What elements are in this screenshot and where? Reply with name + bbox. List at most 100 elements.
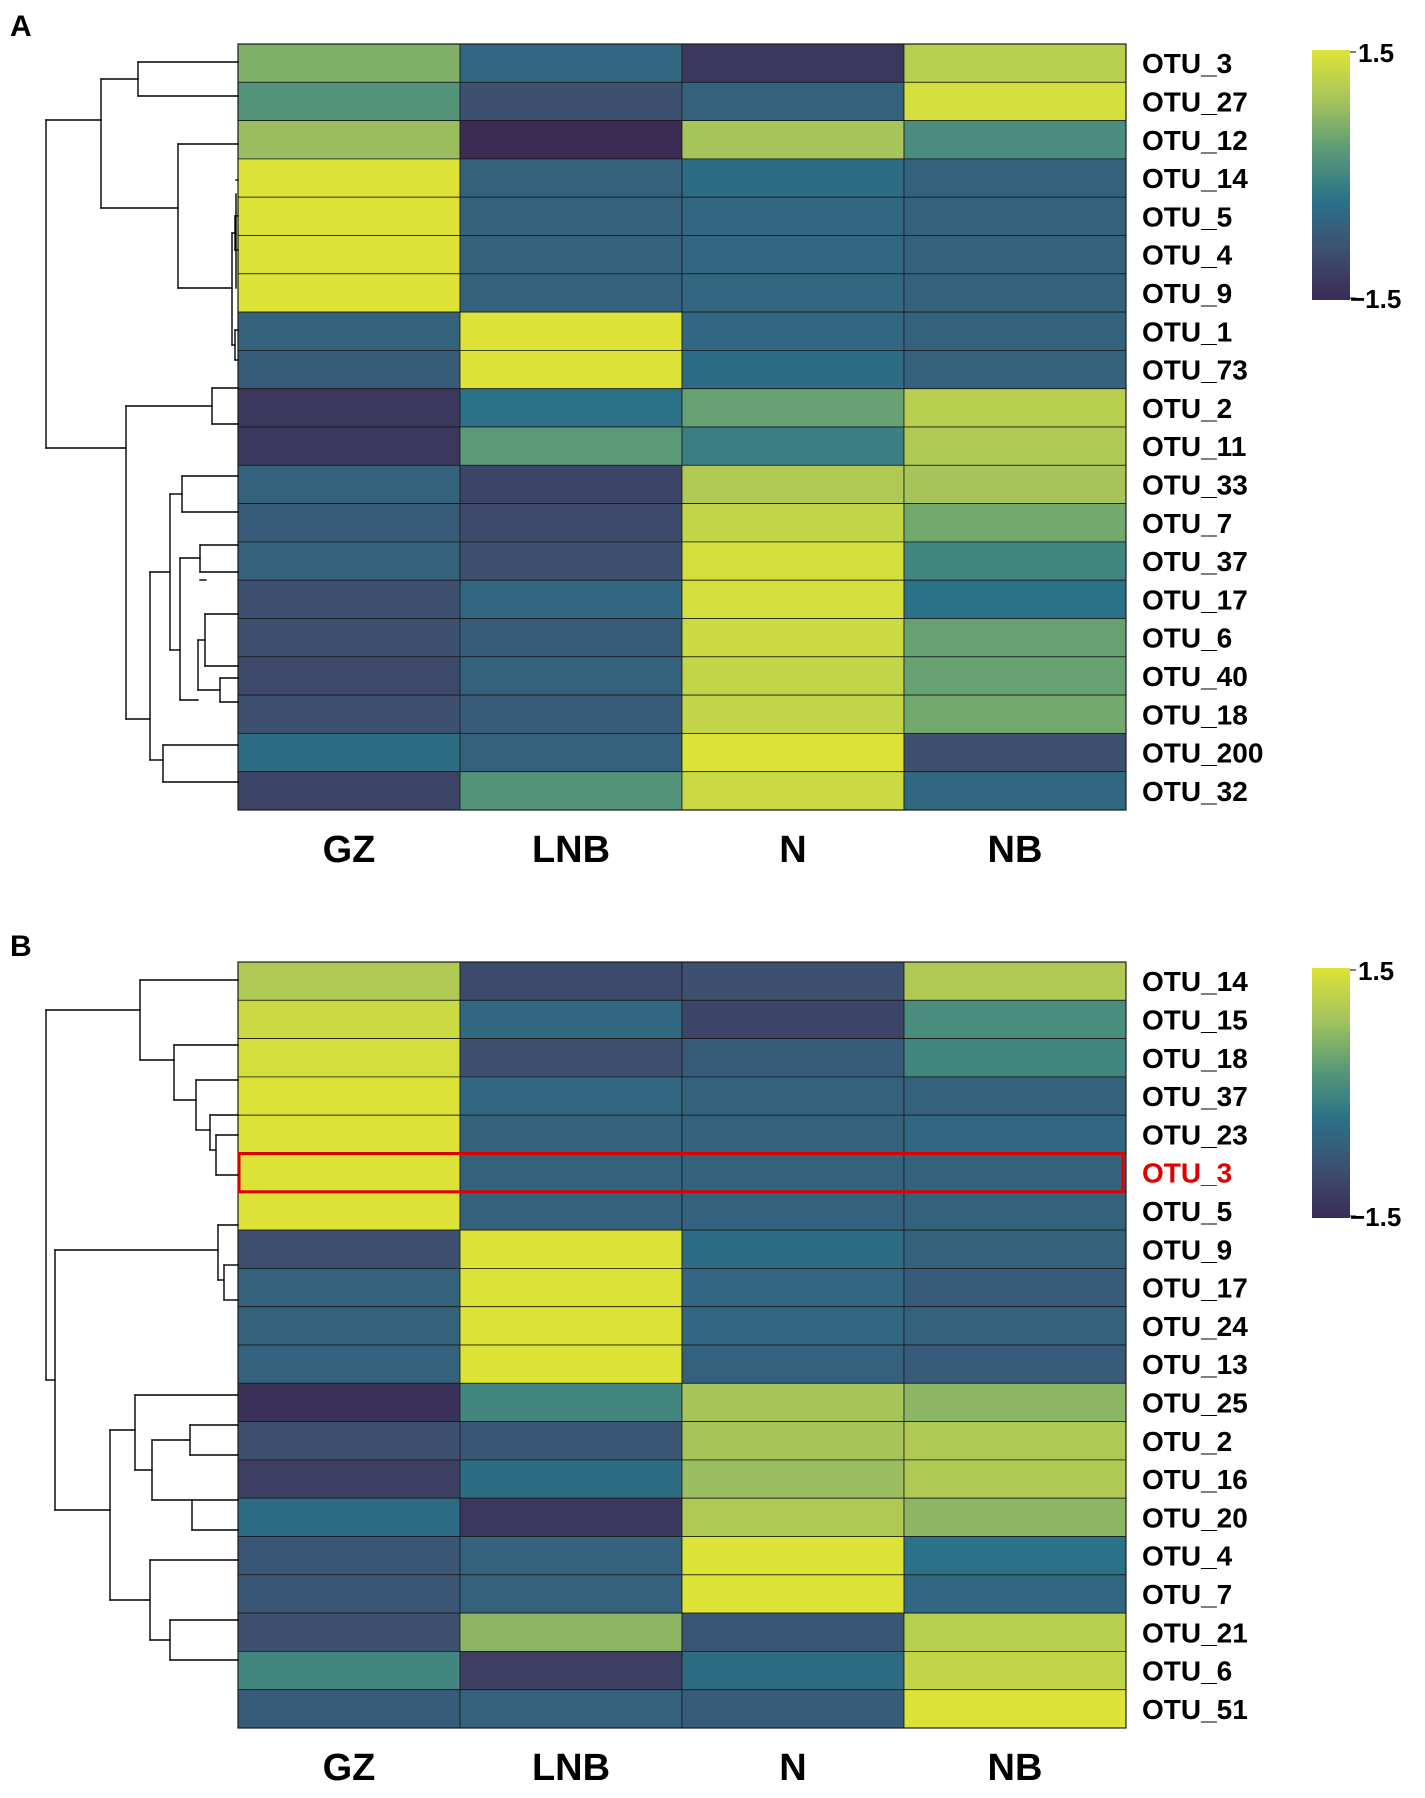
heatmap-cell <box>459 961 683 1001</box>
row-label: OTU_15 <box>1142 1004 1248 1035</box>
row-label: OTU_7 <box>1142 508 1232 539</box>
panel-letter: B <box>10 930 32 963</box>
heatmap-cell <box>681 1191 905 1231</box>
row-label: OTU_14 <box>1142 163 1248 194</box>
heatmap-cell <box>459 388 683 428</box>
column-label: GZ <box>323 1747 376 1789</box>
row-label: OTU_7 <box>1142 1579 1232 1610</box>
row-label: OTU_24 <box>1142 1311 1248 1342</box>
column-label: N <box>779 1747 806 1789</box>
heatmap-cell <box>681 579 905 619</box>
heatmap-cell <box>681 196 905 236</box>
heatmap-cell <box>903 349 1127 390</box>
heatmap-cell <box>903 656 1127 696</box>
heatmap-cell <box>903 1268 1127 1308</box>
heatmap-border <box>237 43 1127 811</box>
heatmap-cell <box>459 1574 683 1614</box>
heatmap-cell <box>681 426 905 466</box>
heatmap-cell <box>459 196 683 236</box>
column-label: NB <box>988 1747 1043 1789</box>
heatmap-cell <box>459 426 683 466</box>
panel-b: B OTU_14 OTU_15 OTU_18 OTU_37 OTU_23 OTU_3 OTU_… <box>10 930 1401 1789</box>
heatmap-cell <box>459 1191 683 1231</box>
heatmap-cell <box>237 1114 461 1154</box>
row-label: OTU_3 <box>1142 1158 1232 1189</box>
heatmap-cell <box>681 1229 905 1269</box>
heatmap-cell <box>459 273 683 313</box>
heatmap-cell <box>903 733 1127 773</box>
row-label: OTU_4 <box>1142 1541 1233 1572</box>
heatmap-cell <box>903 1153 1127 1193</box>
heatmap-cell <box>237 541 461 581</box>
colorbar-min-label: −1.5 <box>1350 1202 1401 1232</box>
heatmap-cell <box>237 1229 461 1269</box>
heatmap-cell <box>681 1497 905 1537</box>
heatmap-cell <box>237 733 461 773</box>
heatmap-cell <box>903 43 1127 83</box>
heatmap-cell <box>459 158 683 198</box>
heatmap-cell <box>459 694 683 734</box>
row-label: OTU_16 <box>1142 1464 1248 1495</box>
heatmap-cell <box>681 1114 905 1154</box>
heatmap-cell <box>459 541 683 581</box>
heatmap-cell <box>459 1421 683 1461</box>
colorbar-min-label: −1.5 <box>1350 284 1401 314</box>
row-label: OTU_9 <box>1142 1234 1232 1265</box>
heatmap-cell <box>903 1497 1127 1537</box>
heatmap-cell <box>903 1382 1127 1423</box>
heatmap-cell <box>459 1114 683 1154</box>
heatmap-cell <box>459 733 683 773</box>
heatmap-cell <box>903 694 1127 734</box>
row-label: OTU_6 <box>1142 1656 1232 1687</box>
heatmap-cell <box>681 1651 905 1691</box>
heatmap-cell <box>681 961 905 1001</box>
row-label: OTU_73 <box>1142 355 1248 386</box>
heatmap-cell <box>237 1344 461 1384</box>
heatmap-cell <box>903 1038 1127 1078</box>
heatmap-cell <box>903 1651 1127 1691</box>
heatmap-cell <box>903 1229 1127 1269</box>
heatmap-cell <box>681 1076 905 1116</box>
heatmap-cell <box>237 771 461 811</box>
heatmap-cell <box>237 196 461 236</box>
heatmap-cell <box>903 1114 1127 1154</box>
heatmap-cell <box>903 235 1127 275</box>
heatmap-cell <box>237 388 461 428</box>
heatmap-cell <box>681 1689 905 1729</box>
heatmap-cell <box>459 656 683 696</box>
heatmap-cell <box>681 158 905 198</box>
column-label: N <box>779 829 806 871</box>
column-label: NB <box>988 829 1043 871</box>
heatmap-cell <box>903 158 1127 198</box>
heatmap-cell <box>459 1536 683 1576</box>
heatmap-cell <box>681 1344 905 1384</box>
heatmap-cell <box>459 1344 683 1384</box>
colorbar-max-label: 1.5 <box>1358 956 1394 986</box>
heatmap-cell <box>459 1612 683 1652</box>
heatmap-cell <box>903 503 1127 543</box>
heatmap-cell <box>459 1038 683 1078</box>
heatmap-cell <box>237 235 461 275</box>
heatmap-cell <box>459 1651 683 1691</box>
heatmap-cell <box>903 961 1127 1001</box>
heatmap-cell <box>237 81 461 122</box>
heatmap-cell <box>681 656 905 696</box>
heatmap-cell <box>903 1689 1127 1729</box>
heatmap-cell <box>237 273 461 313</box>
heatmap-cell <box>681 1153 905 1193</box>
heatmap-cell <box>237 1038 461 1078</box>
row-label: OTU_2 <box>1142 1426 1232 1457</box>
heatmap-cell <box>459 1268 683 1308</box>
heatmap-cell <box>459 1076 683 1116</box>
highlight-box <box>237 1152 1125 1194</box>
heatmap-cell <box>681 273 905 313</box>
heatmap-cell <box>459 1382 683 1423</box>
heatmap-cell <box>459 1229 683 1269</box>
heatmap-cell <box>237 656 461 696</box>
row-label: OTU_3 <box>1142 48 1232 79</box>
row-label: OTU_9 <box>1142 278 1232 309</box>
row-label: OTU_17 <box>1142 1273 1248 1304</box>
heatmap-cell <box>681 771 905 811</box>
heatmap-cell <box>237 311 461 351</box>
heatmap-cell <box>459 464 683 504</box>
